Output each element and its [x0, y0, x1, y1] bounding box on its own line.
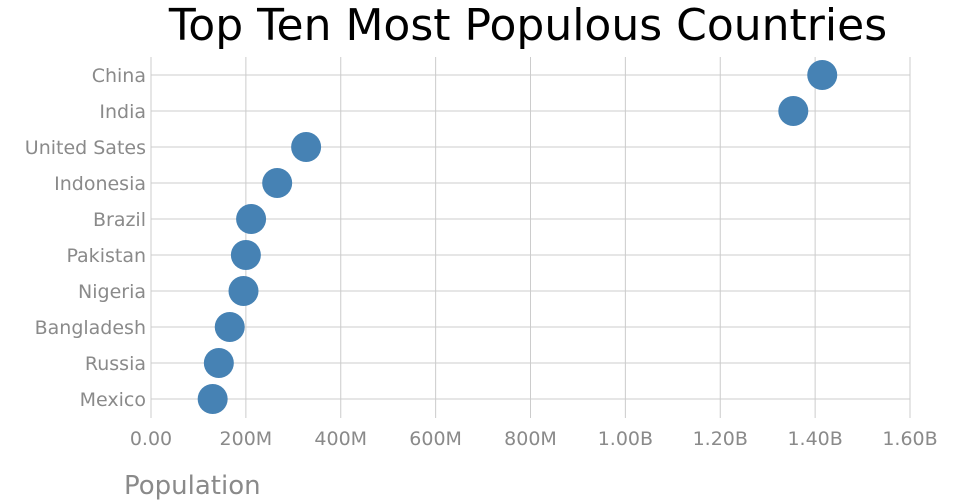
x-tick-label: 400M [314, 428, 367, 450]
category-labels: China India United Sates Indonesia Brazil Pak… [25, 65, 146, 411]
category-label: Mexico [80, 389, 146, 411]
grid-lines [150, 57, 911, 418]
data-point[interactable] [778, 96, 809, 126]
chart-title: Top Ten Most Populous Countries [168, 0, 887, 51]
data-point[interactable] [236, 204, 267, 234]
x-axis-title: Population [124, 471, 261, 500]
x-tick-label: 1.20B [693, 428, 748, 450]
category-label: India [99, 101, 146, 123]
x-tick-label: 1.40B [787, 428, 842, 450]
x-tick-label: 200M [220, 428, 273, 450]
category-label: Bangladesh [35, 317, 146, 339]
data-point[interactable] [197, 384, 228, 414]
category-label: Pakistan [66, 245, 146, 267]
x-tick-label: 0.00 [130, 428, 172, 450]
category-label: Indonesia [54, 173, 146, 195]
data-point[interactable] [291, 132, 322, 162]
category-label: Russia [85, 353, 146, 375]
x-tick-label: 600M [409, 428, 462, 450]
category-label: Nigeria [78, 281, 146, 303]
data-point[interactable] [230, 240, 261, 270]
data-point[interactable] [214, 312, 245, 342]
x-tick-label: 1.00B [598, 428, 653, 450]
data-points [197, 60, 838, 414]
data-point[interactable] [228, 276, 259, 306]
x-tick-labels: 0.00 200M 400M 600M 800M 1.00B 1.20B 1.40B 1.60B [130, 428, 938, 450]
category-label: United Sates [25, 137, 146, 159]
data-point[interactable] [262, 168, 293, 198]
data-point[interactable] [807, 60, 838, 90]
x-tick-label: 1.60B [882, 428, 937, 450]
data-point[interactable] [203, 348, 234, 378]
x-tick-label: 800M [504, 428, 557, 450]
category-label: Brazil [93, 209, 146, 231]
category-label: China [92, 65, 146, 87]
